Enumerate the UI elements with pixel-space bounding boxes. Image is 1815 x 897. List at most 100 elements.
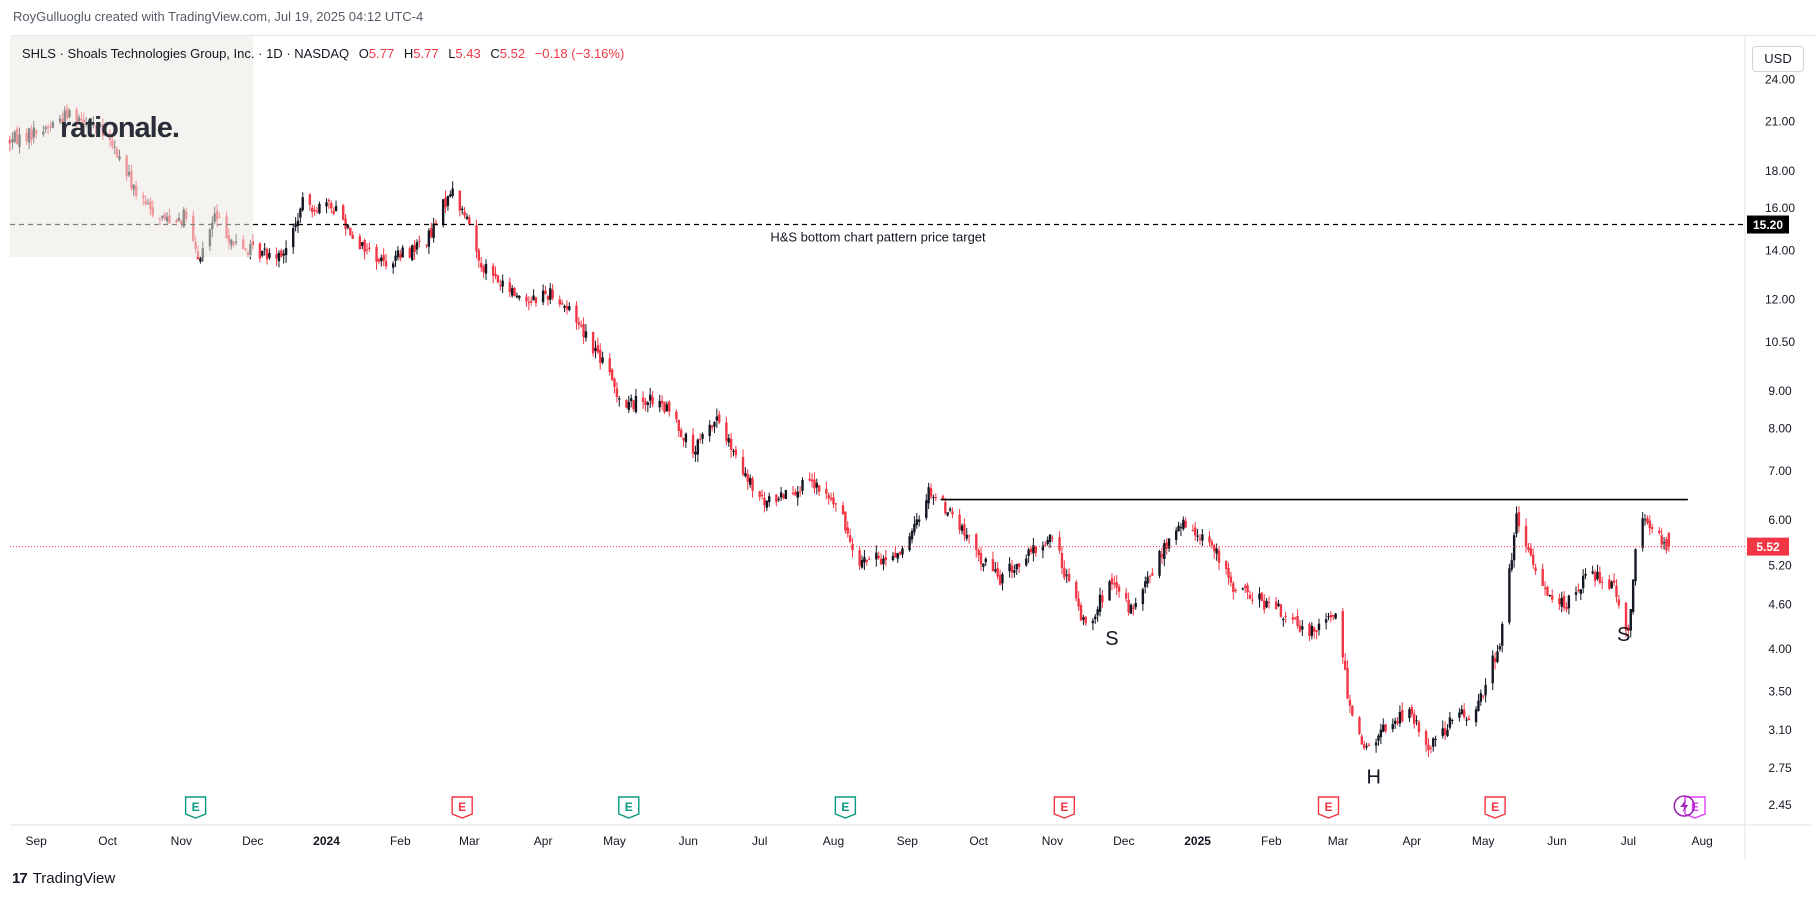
- candle: [1579, 589, 1582, 600]
- candle: [1182, 516, 1185, 531]
- candle: [627, 395, 630, 413]
- candle: [1541, 563, 1544, 587]
- candle: [1662, 537, 1666, 550]
- x-tick-label: Sep: [897, 834, 919, 848]
- candle: [1560, 591, 1563, 613]
- candle: [618, 395, 621, 407]
- candle: [763, 491, 766, 513]
- candle: [796, 486, 799, 506]
- candle: [1210, 539, 1214, 549]
- candle: [1260, 592, 1264, 602]
- earnings-marker[interactable]: E: [834, 796, 857, 819]
- pattern-annotation[interactable]: S: [1105, 628, 1118, 650]
- last-price-badge: [1747, 537, 1789, 556]
- candle: [1417, 720, 1421, 737]
- pattern-annotation[interactable]: S: [1617, 624, 1630, 646]
- currency-button[interactable]: USD: [1752, 46, 1804, 72]
- earnings-marker[interactable]: E: [1053, 796, 1076, 819]
- candle: [1432, 737, 1435, 752]
- candle: [1491, 650, 1494, 691]
- candle: [1377, 733, 1380, 746]
- candle: [441, 198, 445, 228]
- candle: [1596, 564, 1599, 581]
- candle: [825, 481, 828, 500]
- candle: [1127, 592, 1130, 616]
- candle: [1474, 706, 1478, 727]
- x-tick-label: Jun: [679, 834, 698, 848]
- x-tick-label: Mar: [459, 834, 480, 848]
- candle: [1067, 568, 1071, 583]
- candle: [977, 548, 980, 562]
- candle: [1232, 581, 1235, 600]
- earnings-marker[interactable]: E: [184, 796, 207, 819]
- earnings-marker-label: E: [625, 800, 633, 814]
- x-tick-label: Oct: [98, 834, 117, 848]
- candle: [1379, 723, 1383, 744]
- earnings-marker[interactable]: E: [1317, 796, 1340, 819]
- candle: [1610, 580, 1613, 590]
- tradingview-branding[interactable]: 17 TradingView: [12, 870, 115, 887]
- candle: [1001, 572, 1004, 591]
- candle: [449, 190, 452, 198]
- candle: [632, 400, 635, 412]
- legend-interval: 1D: [266, 46, 283, 61]
- candle: [649, 387, 652, 408]
- candle: [944, 497, 947, 516]
- candle: [1324, 612, 1328, 630]
- candle: [1327, 612, 1330, 621]
- candle: [741, 449, 745, 477]
- candle: [425, 244, 428, 249]
- candle: [817, 484, 821, 497]
- candle: [751, 476, 754, 498]
- candle: [1048, 534, 1052, 549]
- earnings-marker[interactable]: E: [1484, 796, 1506, 819]
- candle: [1627, 624, 1630, 638]
- candle: [682, 437, 685, 447]
- earnings-marker[interactable]: E: [1684, 796, 1706, 819]
- axes-layer: 24.00 21.00 18.00 16.00 14.00 12.00 10.50 9.00 8…: [10, 36, 1812, 860]
- earnings-marker[interactable]: E: [451, 796, 473, 819]
- legend-low-value: 5.43: [455, 46, 481, 61]
- candle: [613, 377, 616, 394]
- legend-change-value: −0.18 (−3.16%): [534, 46, 625, 61]
- watermark-logo: rationale.: [60, 112, 180, 144]
- candle: [863, 550, 866, 571]
- candle: [1534, 563, 1537, 575]
- candle: [1046, 536, 1049, 546]
- candle: [1196, 528, 1199, 542]
- x-tick-label: Feb: [1261, 834, 1282, 848]
- pattern-annotation[interactable]: H: [1366, 767, 1380, 789]
- candle: [294, 217, 297, 232]
- earnings-marker-label: E: [1491, 800, 1499, 814]
- candle: [1584, 568, 1587, 580]
- candle: [760, 489, 764, 500]
- candle: [1215, 543, 1218, 561]
- candle: [1284, 611, 1287, 624]
- candle: [430, 222, 433, 239]
- candle: [701, 432, 704, 444]
- candle: [1396, 717, 1399, 726]
- candle: [729, 433, 733, 458]
- earnings-marker[interactable]: E: [618, 796, 640, 819]
- candle: [1274, 597, 1278, 610]
- y-tick-label: 16.00: [1765, 201, 1795, 215]
- candle: [1660, 528, 1663, 549]
- candle: [696, 438, 700, 463]
- candle: [698, 433, 702, 444]
- candle: [1096, 606, 1099, 623]
- legend-high-value: 5.77: [413, 46, 439, 61]
- candle: [1244, 583, 1247, 594]
- symbol-legend[interactable]: SHLS · Shoals Technologies Group, Inc. ·…: [22, 46, 625, 61]
- legend-exchange: NASDAQ: [294, 46, 350, 61]
- candle: [499, 279, 502, 291]
- candle: [1177, 521, 1180, 532]
- candle: [1524, 518, 1528, 553]
- candle: [579, 320, 583, 328]
- lightning-events-icon[interactable]: [1673, 795, 1696, 817]
- candle: [1293, 616, 1297, 621]
- candle: [560, 299, 564, 305]
- candle: [1224, 560, 1228, 575]
- candle: [1141, 587, 1145, 611]
- candle: [1317, 618, 1321, 636]
